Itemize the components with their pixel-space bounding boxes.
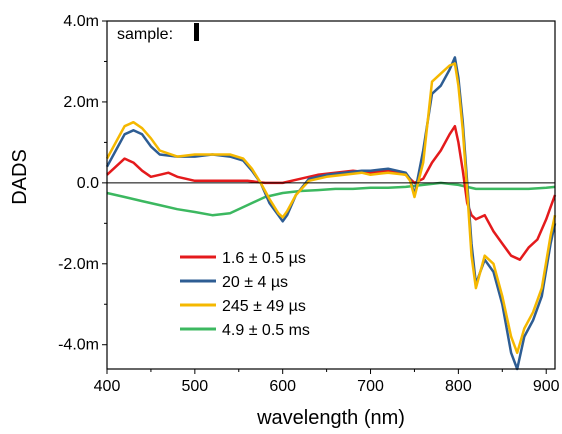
legend-label: 20 ± 4 µs xyxy=(222,274,288,291)
x-tick-label: 800 xyxy=(445,378,472,395)
x-axis-title: wavelength (nm) xyxy=(256,407,405,429)
legend: 1.6 ± 0.5 µs 20 ± 4 µs 245 ± 49 µs 4.9 ± 0.… xyxy=(180,250,310,339)
series-layer xyxy=(105,56,557,371)
legend-label: 4.9 ± 0.5 ms xyxy=(222,322,310,339)
series-line-2 xyxy=(105,62,557,355)
y-tick-label: -2.0m xyxy=(58,256,99,273)
series-line-3 xyxy=(106,181,556,217)
series-line-1 xyxy=(105,56,557,371)
series-line-0 xyxy=(106,124,557,261)
x-tick-label: 900 xyxy=(533,378,560,395)
y-axis-title: DADS xyxy=(9,149,31,205)
y-tick-label: 4.0m xyxy=(63,13,99,30)
x-tick-label: 400 xyxy=(94,378,121,395)
legend-label: 1.6 ± 0.5 µs xyxy=(222,250,306,267)
y-tick-label: 0.0 xyxy=(77,175,99,192)
y-tick-label: 2.0m xyxy=(63,94,99,111)
x-tick-label: 500 xyxy=(181,378,208,395)
y-tick-label: -4.0m xyxy=(58,337,99,354)
ticks-layer: 400 500 600 700 800 900 4.0m 2.0m 0.0 -2.0m -4.0m xyxy=(58,13,560,395)
x-tick-label: 600 xyxy=(269,378,296,395)
legend-label: 245 ± 49 µs xyxy=(222,298,306,315)
plot-frame xyxy=(106,20,556,370)
x-tick-label: 700 xyxy=(357,378,384,395)
sample-marker xyxy=(194,23,199,41)
sample-annotation: sample: xyxy=(117,26,173,43)
